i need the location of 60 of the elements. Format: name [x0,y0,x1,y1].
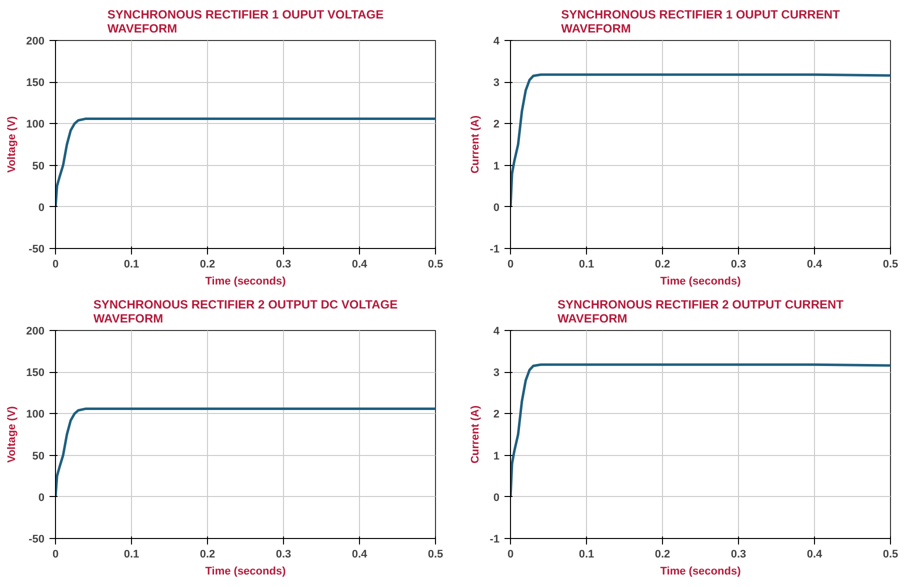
y-tick-label: 3 [493,367,500,380]
x-tick-label: 0.1 [578,548,594,560]
chart-title: SYNCHRONOUS RECTIFIER 2 OUTPUT CURRENT WAVEFORM [557,298,844,326]
y-tick-label: 3 [493,77,500,90]
x-tick-label: 0 [52,258,59,270]
x-tick-label: 0.2 [200,548,216,560]
y-tick-label: 1 [493,450,500,462]
x-tick-label: 0.2 [654,548,670,560]
x-tick-label: 0.3 [276,548,292,560]
y-tick-label: -1 [490,534,500,546]
y-axis-title: Current (A) [470,405,482,464]
y-axis-title: Voltage (V) [6,406,18,463]
x-tick-label: 0.5 [428,258,444,270]
x-axis-title: Time (seconds) [205,566,286,578]
x-tick-label: 0.1 [578,258,594,270]
y-tick-label: -50 [28,534,45,546]
x-tick-label: 0.3 [730,548,746,560]
y-axis-title: Voltage (V) [6,116,18,173]
x-tick-label: 0.5 [428,548,444,560]
y-tick-label: 4 [493,326,500,338]
y-tick-label: 2 [493,118,500,131]
y-tick-label: 2 [493,408,500,421]
x-tick-label: 0.5 [882,548,898,560]
x-tick-label: 0.4 [352,258,368,270]
x-axis-title: Time (seconds) [205,276,286,288]
x-tick-label: 0.4 [352,548,368,560]
x-tick-label: 0 [507,258,514,270]
chart-title: SYNCHRONOUS RECTIFIER 1 OUPUT VOLTAGE WAVEFORM [107,8,384,36]
y-tick-label: 200 [26,326,45,338]
y-tick-label: 100 [26,408,45,421]
x-tick-label: 0 [507,548,514,560]
y-tick-label: 150 [26,77,45,90]
y-tick-label: -1 [490,244,500,256]
y-tick-label: 0 [38,202,45,214]
y-tick-label: 200 [26,36,45,48]
x-tick-label: 0 [52,548,59,560]
y-tick-label: -50 [28,244,45,256]
y-tick-label: 150 [26,367,45,380]
x-tick-label: 0.2 [654,258,670,270]
x-tick-label: 0.4 [806,258,824,270]
x-tick-label: 0.1 [124,258,140,270]
y-axis-title: Current (A) [470,115,482,174]
x-tick-label: 0.3 [276,258,292,270]
x-axis-title: Time (seconds) [660,276,742,288]
y-tick-label: 100 [26,118,45,131]
y-tick-label: 4 [493,36,500,48]
x-tick-label: 0.5 [882,258,898,270]
y-tick-label: 1 [493,160,500,172]
chart-title: SYNCHRONOUS RECTIFIER 1 OUPUT CURRENT WAVEFORM [561,8,841,36]
y-tick-label: 50 [32,160,45,172]
y-tick-label: 0 [493,492,500,504]
chart-title: SYNCHRONOUS RECTIFIER 2 OUTPUT DC VOLTAGE WAVEFORM [93,298,398,326]
x-tick-label: 0.3 [730,258,746,270]
y-tick-label: 0 [38,492,45,504]
x-tick-label: 0.4 [806,548,824,560]
y-tick-label: 0 [493,202,500,214]
x-tick-label: 0.2 [200,258,216,270]
x-tick-label: 0.1 [124,548,140,560]
y-tick-label: 50 [32,450,45,462]
x-axis-title: Time (seconds) [660,566,742,578]
